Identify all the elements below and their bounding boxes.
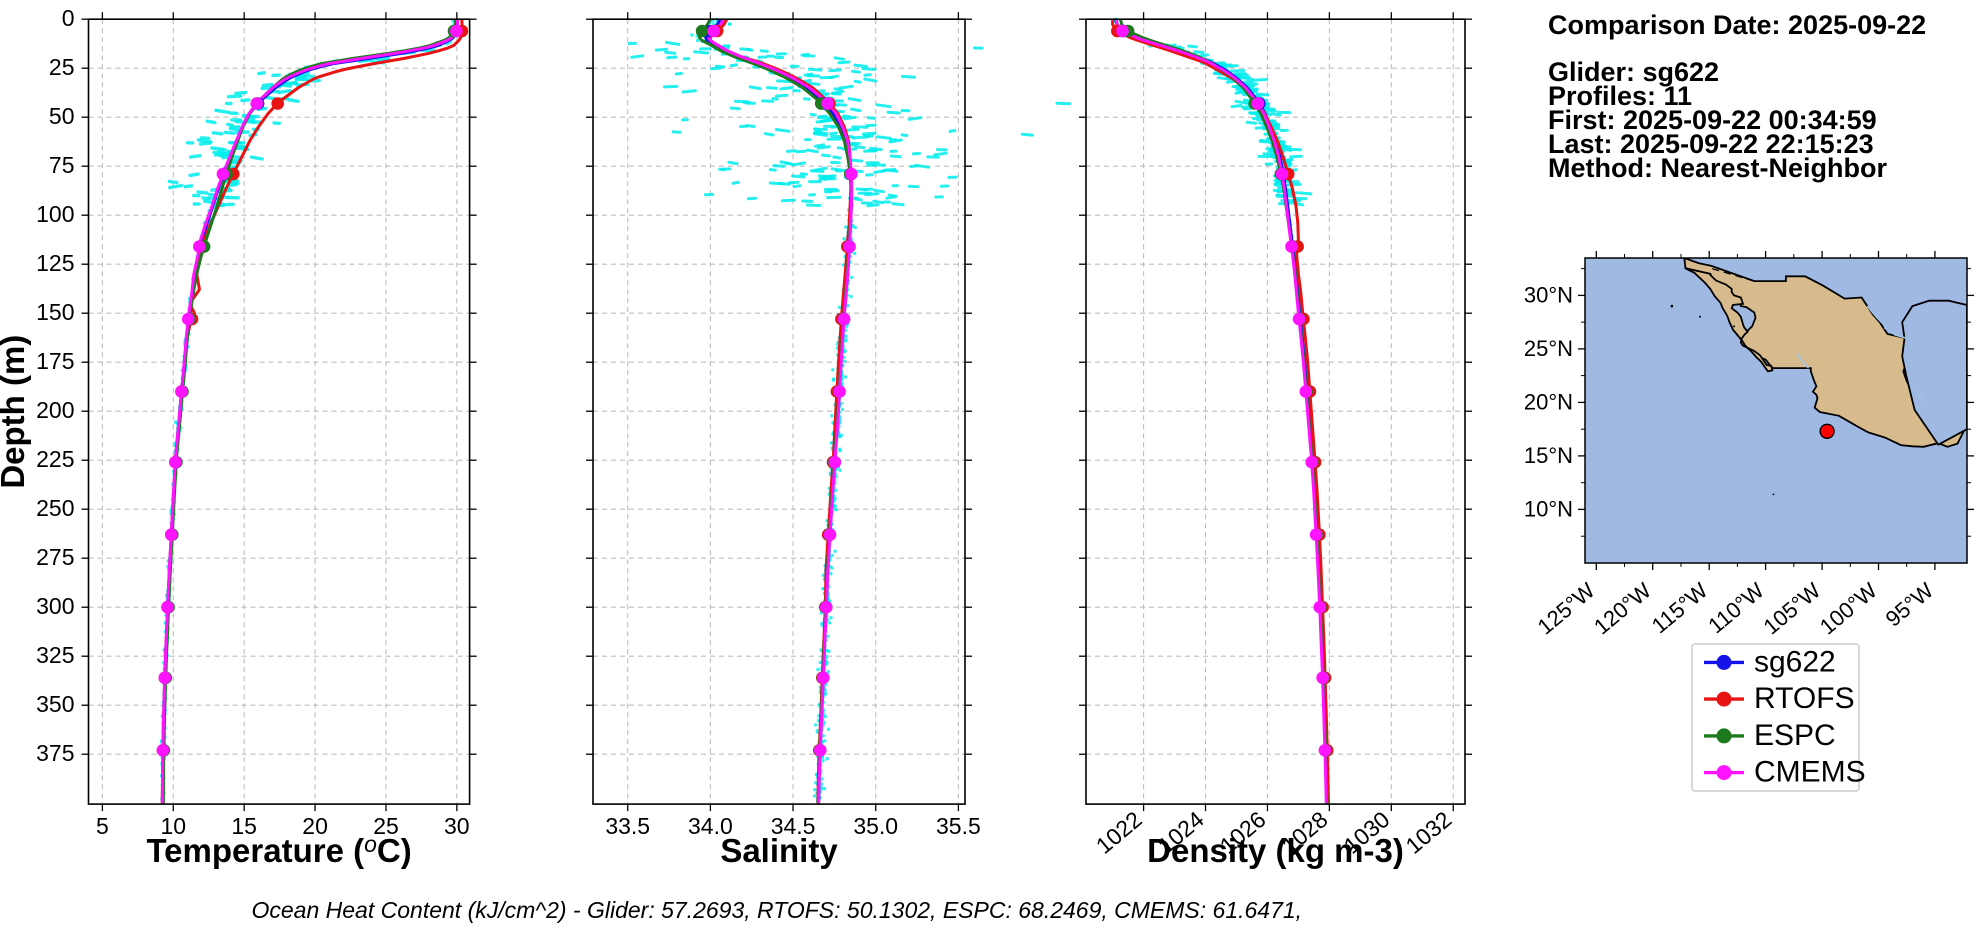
svg-text:25: 25 bbox=[49, 54, 75, 80]
svg-text:150: 150 bbox=[36, 299, 74, 325]
svg-text:Method: Nearest-Neighbor: Method: Nearest-Neighbor bbox=[1548, 153, 1888, 183]
svg-text:125: 125 bbox=[36, 250, 74, 276]
svg-text:350: 350 bbox=[36, 691, 74, 717]
svg-text:30°N: 30°N bbox=[1524, 282, 1573, 307]
svg-text:100: 100 bbox=[36, 201, 74, 227]
svg-text:25°N: 25°N bbox=[1524, 336, 1573, 361]
svg-text:250: 250 bbox=[36, 495, 74, 521]
svg-text:175: 175 bbox=[36, 348, 74, 374]
svg-text:33.5: 33.5 bbox=[605, 813, 650, 839]
svg-text:200: 200 bbox=[36, 397, 74, 423]
svg-text:300: 300 bbox=[36, 593, 74, 619]
svg-text:5: 5 bbox=[96, 813, 109, 839]
svg-text:75: 75 bbox=[49, 152, 75, 178]
svg-text:20°N: 20°N bbox=[1524, 389, 1573, 414]
svg-text:50: 50 bbox=[49, 103, 75, 129]
svg-text:Density (kg m-3): Density (kg m-3) bbox=[1147, 832, 1404, 869]
svg-text:35.0: 35.0 bbox=[853, 813, 898, 839]
svg-text:30: 30 bbox=[444, 813, 470, 839]
svg-text:325: 325 bbox=[36, 642, 74, 668]
svg-text:375: 375 bbox=[36, 740, 74, 766]
svg-text:10°N: 10°N bbox=[1524, 496, 1573, 521]
svg-text:Ocean Heat Content (kJ/cm^2) -: Ocean Heat Content (kJ/cm^2) - Glider: 5… bbox=[252, 897, 1303, 923]
svg-text:225: 225 bbox=[36, 446, 74, 472]
svg-text:275: 275 bbox=[36, 544, 74, 570]
svg-text:35.5: 35.5 bbox=[936, 813, 981, 839]
svg-text:15°N: 15°N bbox=[1524, 443, 1573, 468]
svg-text:RTOFS: RTOFS bbox=[1754, 682, 1855, 715]
svg-text:0: 0 bbox=[62, 5, 75, 31]
svg-text:Comparison Date: 2025-09-22: Comparison Date: 2025-09-22 bbox=[1548, 10, 1926, 40]
svg-text:ESPC: ESPC bbox=[1754, 719, 1836, 752]
svg-text:CMEMS: CMEMS bbox=[1754, 756, 1866, 789]
svg-text:Depth (m): Depth (m) bbox=[0, 335, 31, 489]
svg-text:Salinity: Salinity bbox=[720, 832, 838, 869]
svg-text:sg622: sg622 bbox=[1754, 645, 1836, 678]
